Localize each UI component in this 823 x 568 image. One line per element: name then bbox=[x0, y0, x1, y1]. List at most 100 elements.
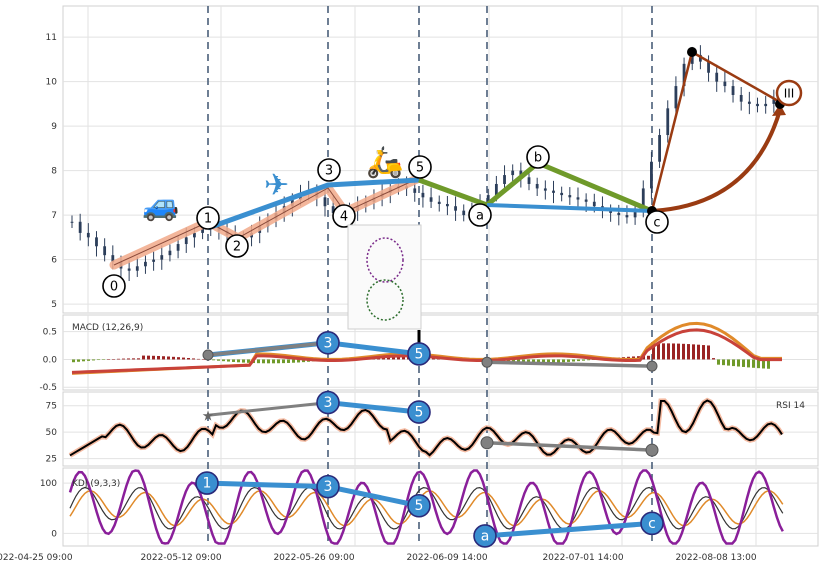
macd-hist-bar bbox=[132, 358, 135, 360]
candle bbox=[511, 170, 515, 176]
macd-hist-bar bbox=[547, 359, 550, 364]
candle bbox=[723, 81, 727, 87]
macd-hist-bar bbox=[212, 359, 215, 361]
kdj-wave-link bbox=[484, 520, 653, 539]
macd-hist-bar bbox=[587, 359, 590, 361]
macd-hist-bar bbox=[247, 359, 250, 363]
candle bbox=[144, 261, 147, 267]
candle bbox=[698, 54, 702, 62]
macd-hist-bar bbox=[162, 356, 165, 360]
candle bbox=[690, 54, 694, 64]
x-tick-label: 2022-08-08 13:00 bbox=[675, 553, 756, 563]
kdj-j-line bbox=[68, 469, 784, 545]
x-tick-label: 2022-06-09 14:00 bbox=[406, 553, 487, 563]
wave-label: b bbox=[534, 151, 542, 166]
price-frame bbox=[62, 5, 819, 314]
kdj-title: KDJ (9,3,3) bbox=[72, 479, 120, 489]
macd-hist-bar bbox=[177, 357, 180, 360]
wave-label-marker bbox=[407, 342, 431, 366]
rsi-tick-label: 25 bbox=[46, 455, 57, 465]
macd-hist-bar bbox=[757, 359, 760, 369]
macd-hist-bar bbox=[692, 344, 695, 360]
macd-hist-bar bbox=[572, 359, 575, 362]
macd-hist-bar bbox=[672, 343, 675, 360]
wave-label-marker bbox=[316, 390, 340, 415]
x-tick-label: 2022-07-01 14:00 bbox=[542, 553, 623, 563]
macd-tick-label: 0.0 bbox=[43, 355, 58, 365]
macd-divergence bbox=[207, 341, 329, 357]
macd-hist-bar bbox=[227, 359, 230, 362]
candle bbox=[756, 103, 759, 107]
candle bbox=[535, 183, 539, 189]
wave-label: 5 bbox=[416, 161, 424, 176]
kdj-tick-label: 100 bbox=[40, 479, 57, 489]
wave-label-marker bbox=[468, 203, 492, 227]
candle bbox=[682, 63, 686, 87]
macd-hist-bar bbox=[232, 359, 235, 362]
wave-label: a bbox=[481, 528, 490, 544]
macd-hist-bar bbox=[137, 358, 140, 360]
macd-hist-bar bbox=[97, 359, 100, 361]
macd-hist-bar bbox=[752, 359, 755, 368]
rsi-panel: ★ 3 5 bbox=[68, 390, 785, 459]
macd-hist-bar bbox=[537, 359, 540, 364]
wave-label: 0 bbox=[110, 280, 118, 295]
macd-hist-bar bbox=[737, 359, 740, 367]
wave-label: 1 bbox=[203, 476, 212, 492]
candle bbox=[560, 192, 564, 196]
candle bbox=[103, 246, 107, 256]
macd-hist-bar bbox=[242, 359, 245, 363]
x-tick-label: 2022-05-26 09:00 bbox=[273, 553, 354, 563]
kdj-panel: 1 3 5 a c bbox=[68, 469, 784, 548]
macd-hist-bar bbox=[92, 359, 95, 361]
candle bbox=[658, 135, 661, 162]
macd-hist-bar bbox=[292, 359, 295, 363]
candle bbox=[323, 197, 327, 207]
macd-tick-label: 0.5 bbox=[43, 328, 57, 338]
macd-hist-bar bbox=[767, 359, 770, 369]
candle bbox=[446, 203, 449, 207]
macd-panel: 35 bbox=[71, 321, 782, 375]
wave-label-marker bbox=[640, 511, 664, 536]
rsi-line bbox=[69, 399, 783, 457]
macd-title: MACD (12,26,9) bbox=[72, 323, 143, 333]
candle bbox=[494, 183, 498, 196]
macd-hist-bar bbox=[722, 359, 725, 366]
wave-label-marker bbox=[102, 274, 126, 298]
macd-hist-bar bbox=[532, 359, 535, 364]
kdj-d-line bbox=[69, 490, 784, 527]
wave-label-marker bbox=[407, 493, 431, 518]
wave-iii-arrow bbox=[651, 109, 782, 213]
candle bbox=[184, 237, 188, 245]
macd-hist-bar bbox=[72, 359, 75, 363]
wave-label: 3 bbox=[324, 395, 333, 411]
candle bbox=[568, 195, 572, 198]
macd-hist-bar bbox=[107, 359, 110, 360]
macd-point bbox=[646, 360, 658, 372]
rsi-point bbox=[645, 443, 659, 457]
inset-thumbnail bbox=[347, 224, 422, 330]
wave-label: 4 bbox=[340, 210, 348, 225]
macd-hist-bar bbox=[742, 359, 745, 367]
macd-hist-bar bbox=[762, 359, 765, 369]
wave-label: 1 bbox=[204, 212, 212, 227]
price-tick-label: 6 bbox=[51, 256, 57, 266]
macd-hist-bar bbox=[582, 359, 585, 361]
macd-hist-bar bbox=[272, 359, 275, 364]
wave-label: a bbox=[476, 209, 484, 224]
candle bbox=[78, 221, 82, 233]
macd-hist-bar bbox=[257, 359, 260, 364]
candle bbox=[413, 188, 417, 193]
macd-hist-bar bbox=[707, 345, 710, 360]
macd-hist-bar bbox=[152, 355, 155, 360]
macd-hist-bar bbox=[267, 359, 270, 364]
candle bbox=[421, 192, 425, 198]
macd-hist-bar bbox=[102, 359, 105, 360]
candle bbox=[86, 232, 90, 238]
candle bbox=[152, 259, 156, 262]
candle bbox=[625, 215, 629, 218]
candle bbox=[462, 210, 466, 216]
macd-hist-bar bbox=[187, 357, 190, 360]
candle bbox=[127, 268, 131, 271]
